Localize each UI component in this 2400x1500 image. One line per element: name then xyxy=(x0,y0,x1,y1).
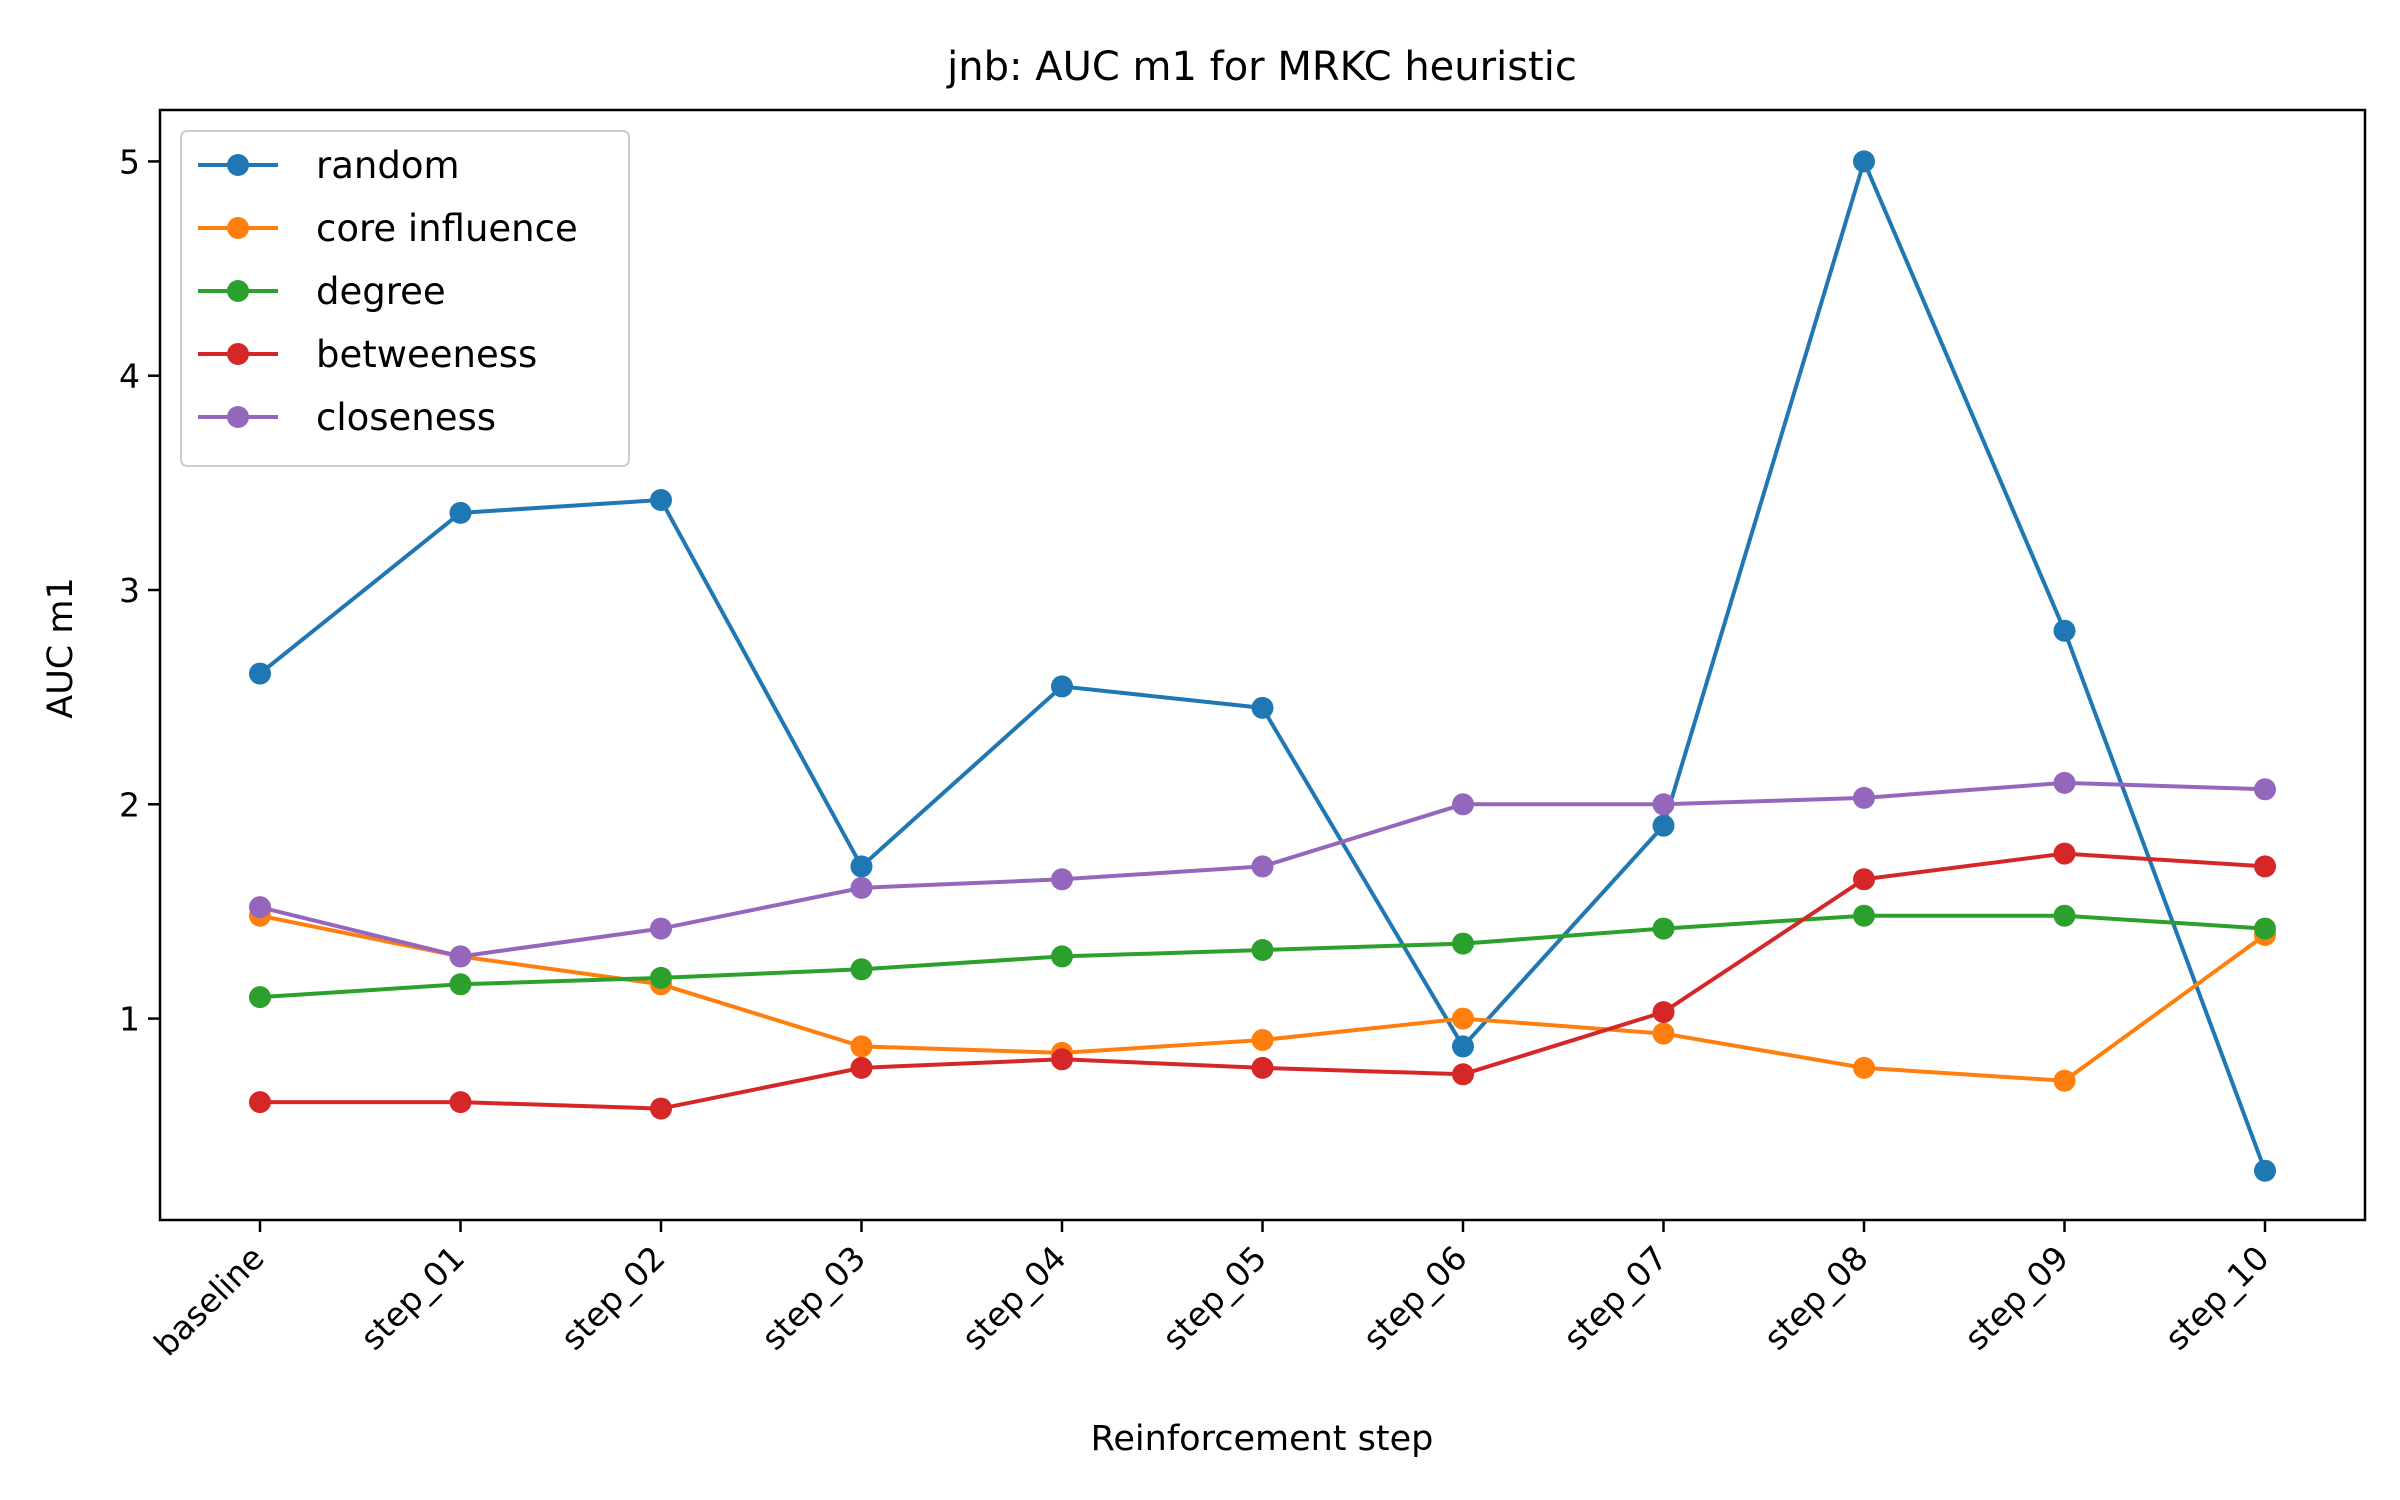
legend-marker xyxy=(227,154,249,176)
data-point xyxy=(2254,917,2276,940)
data-point xyxy=(1652,814,1675,837)
series-degree xyxy=(249,904,2276,1009)
data-point xyxy=(850,876,873,899)
data-point xyxy=(1652,1022,1675,1045)
y-tick-label: 1 xyxy=(119,1000,140,1039)
data-point xyxy=(1452,932,1474,955)
data-point xyxy=(449,973,472,996)
x-tick-label: step_10 xyxy=(2157,1238,2276,1357)
data-point xyxy=(249,896,271,919)
data-point xyxy=(1652,793,1675,816)
y-axis-label: AUC m1 xyxy=(41,577,81,719)
legend-marker xyxy=(227,343,249,365)
legend-marker xyxy=(227,217,249,239)
series-betweeness xyxy=(249,842,2276,1120)
data-point xyxy=(850,855,873,878)
series-closeness xyxy=(249,771,2276,968)
x-axis-label: Reinforcement step xyxy=(1091,1419,1434,1459)
y-tick-label: 5 xyxy=(119,142,140,181)
x-tick-label: step_05 xyxy=(1155,1238,1274,1357)
x-tick-label: step_07 xyxy=(1556,1238,1675,1357)
data-point xyxy=(650,489,672,511)
legend-item: closeness xyxy=(198,396,496,439)
data-point xyxy=(2053,842,2076,865)
data-point xyxy=(2053,904,2076,927)
data-point xyxy=(850,1056,873,1079)
series-layer xyxy=(249,150,2276,1182)
data-point xyxy=(2053,771,2076,794)
data-point xyxy=(2053,1069,2076,1092)
data-point xyxy=(850,1035,873,1058)
data-point xyxy=(1853,786,1875,809)
legend-label: core influence xyxy=(316,207,578,250)
data-point xyxy=(449,1091,472,1114)
legend-marker xyxy=(227,406,249,428)
legend-label: random xyxy=(316,144,460,187)
data-point xyxy=(449,501,472,524)
data-point xyxy=(1251,939,1274,961)
data-point xyxy=(650,966,672,989)
data-point xyxy=(1051,1048,1073,1071)
data-point xyxy=(2254,855,2276,878)
legend-item: random xyxy=(198,144,460,187)
legend-item: degree xyxy=(198,270,446,313)
y-tick-label: 2 xyxy=(119,785,140,824)
data-point xyxy=(449,945,472,968)
x-tick-label: step_06 xyxy=(1355,1238,1474,1357)
x-tick-label: baseline xyxy=(146,1238,271,1363)
y-tick-label: 3 xyxy=(119,571,140,610)
x-tick-label: step_01 xyxy=(353,1238,472,1357)
legend-label: degree xyxy=(316,270,446,313)
data-point xyxy=(249,986,271,1009)
x-tick-label: step_02 xyxy=(553,1238,672,1357)
plot-frame xyxy=(158,108,2367,1222)
data-point xyxy=(650,917,672,940)
legend-label: betweeness xyxy=(316,333,537,376)
data-point xyxy=(1652,917,1675,940)
chart-title: jnb: AUC m1 for MRKC heuristic xyxy=(946,44,1577,90)
data-point xyxy=(1853,150,1875,173)
data-point xyxy=(650,1097,672,1120)
data-point xyxy=(1452,1063,1474,1086)
data-point xyxy=(1051,945,1073,968)
data-point xyxy=(1853,904,1875,927)
x-tick-label: step_09 xyxy=(1957,1238,2076,1357)
data-point xyxy=(850,958,873,981)
data-point xyxy=(1251,696,1274,719)
x-tick-label: step_08 xyxy=(1756,1238,1875,1357)
data-point xyxy=(1853,1056,1875,1079)
data-point xyxy=(2254,1159,2276,1182)
data-point xyxy=(1652,1001,1675,1024)
legend-item: betweeness xyxy=(198,333,537,376)
x-tick-label: step_03 xyxy=(754,1238,873,1357)
data-point xyxy=(249,662,271,685)
data-point xyxy=(1251,855,1274,878)
legend-box xyxy=(180,130,630,467)
data-point xyxy=(1853,868,1875,891)
data-point xyxy=(249,1091,271,1114)
data-point xyxy=(1251,1029,1274,1051)
legend-item: core influence xyxy=(198,207,578,250)
series-random xyxy=(249,150,2276,1182)
data-point xyxy=(2053,619,2076,642)
data-point xyxy=(2254,778,2276,801)
data-point xyxy=(1051,868,1073,891)
data-point xyxy=(1452,1007,1474,1030)
y-tick-label: 4 xyxy=(119,357,140,396)
data-point xyxy=(1452,793,1474,816)
x-tick-label: step_04 xyxy=(954,1238,1073,1357)
data-point xyxy=(1452,1035,1474,1058)
data-point xyxy=(1251,1056,1274,1079)
legend-label: closeness xyxy=(316,396,496,439)
legend: random core influence degree betweeness clos… xyxy=(180,130,630,467)
data-point xyxy=(1051,675,1073,698)
legend-marker xyxy=(227,280,249,302)
